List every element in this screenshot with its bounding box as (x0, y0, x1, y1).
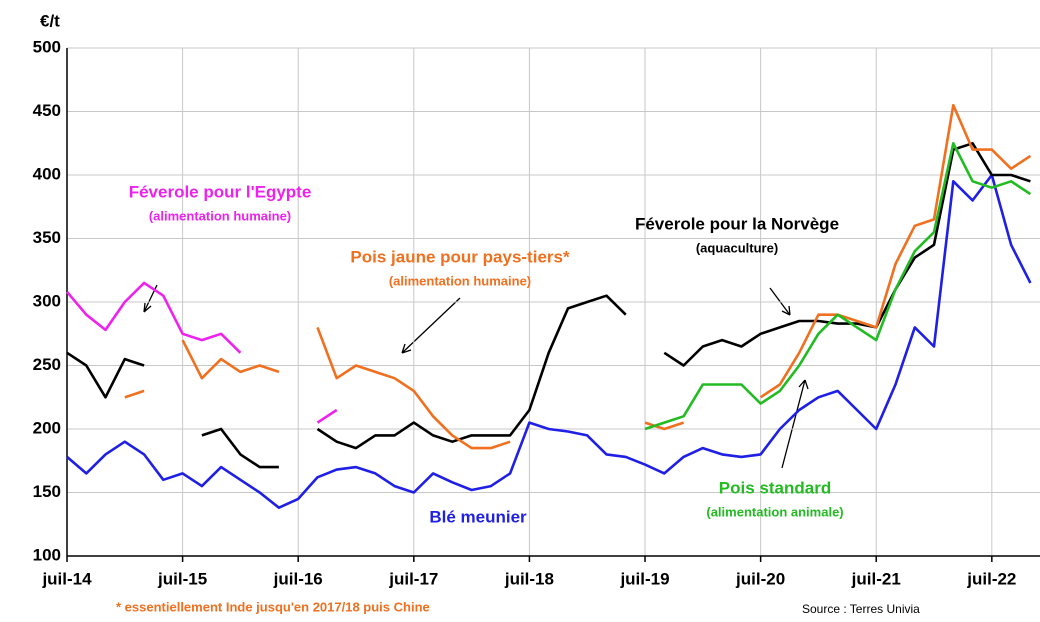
y-tick-label: 200 (33, 418, 61, 437)
x-tick-label: juil-15 (157, 569, 207, 588)
x-tick-label: juil-16 (273, 569, 323, 588)
x-tick-label: juil-14 (41, 569, 92, 588)
y-tick-label: 100 (33, 545, 61, 564)
series-note: (alimentation humaine) (149, 208, 291, 223)
series-line (66, 142, 1031, 469)
series-note: (alimentation humaine) (389, 273, 531, 288)
series-label: Pois standard (719, 478, 831, 497)
series-label: Féverole pour l'Egypte (129, 182, 312, 201)
y-tick-label: 300 (33, 291, 61, 310)
y-tick-label: 350 (33, 228, 61, 247)
x-tick-label: juil-18 (504, 569, 554, 588)
arrows (143, 284, 809, 469)
y-tick-label: 250 (33, 355, 61, 374)
series-line (66, 281, 338, 424)
y-tick-label: 400 (33, 164, 61, 183)
series-line (66, 173, 1032, 509)
x-tick-label: juil-19 (619, 569, 669, 588)
series-label: Blé meunier (429, 507, 527, 526)
x-tick-label: juil-20 (735, 569, 785, 588)
series-line (124, 103, 1032, 450)
source: Source : Terres Univia (802, 602, 920, 616)
series-label: Pois jaune pour pays-tiers* (350, 247, 570, 266)
series-label: Féverole pour la Norvège (635, 214, 839, 233)
y-tick-label: 150 (33, 482, 61, 501)
footnote: * essentiellement Inde jusqu'en 2017/18 … (116, 599, 430, 614)
arrow (401, 297, 461, 354)
y-axis-label: €/t (40, 11, 60, 30)
x-tick-label: juil-22 (966, 569, 1016, 588)
series-line (644, 142, 1032, 431)
y-tick-label: 500 (33, 37, 61, 56)
arrow (781, 379, 809, 469)
series-note: (aquaculture) (696, 240, 778, 255)
x-tick-label: juil-17 (388, 569, 438, 588)
x-tick-label: juil-21 (851, 569, 901, 588)
y-tick-label: 450 (33, 101, 61, 120)
series-note: (alimentation animale) (706, 504, 843, 519)
